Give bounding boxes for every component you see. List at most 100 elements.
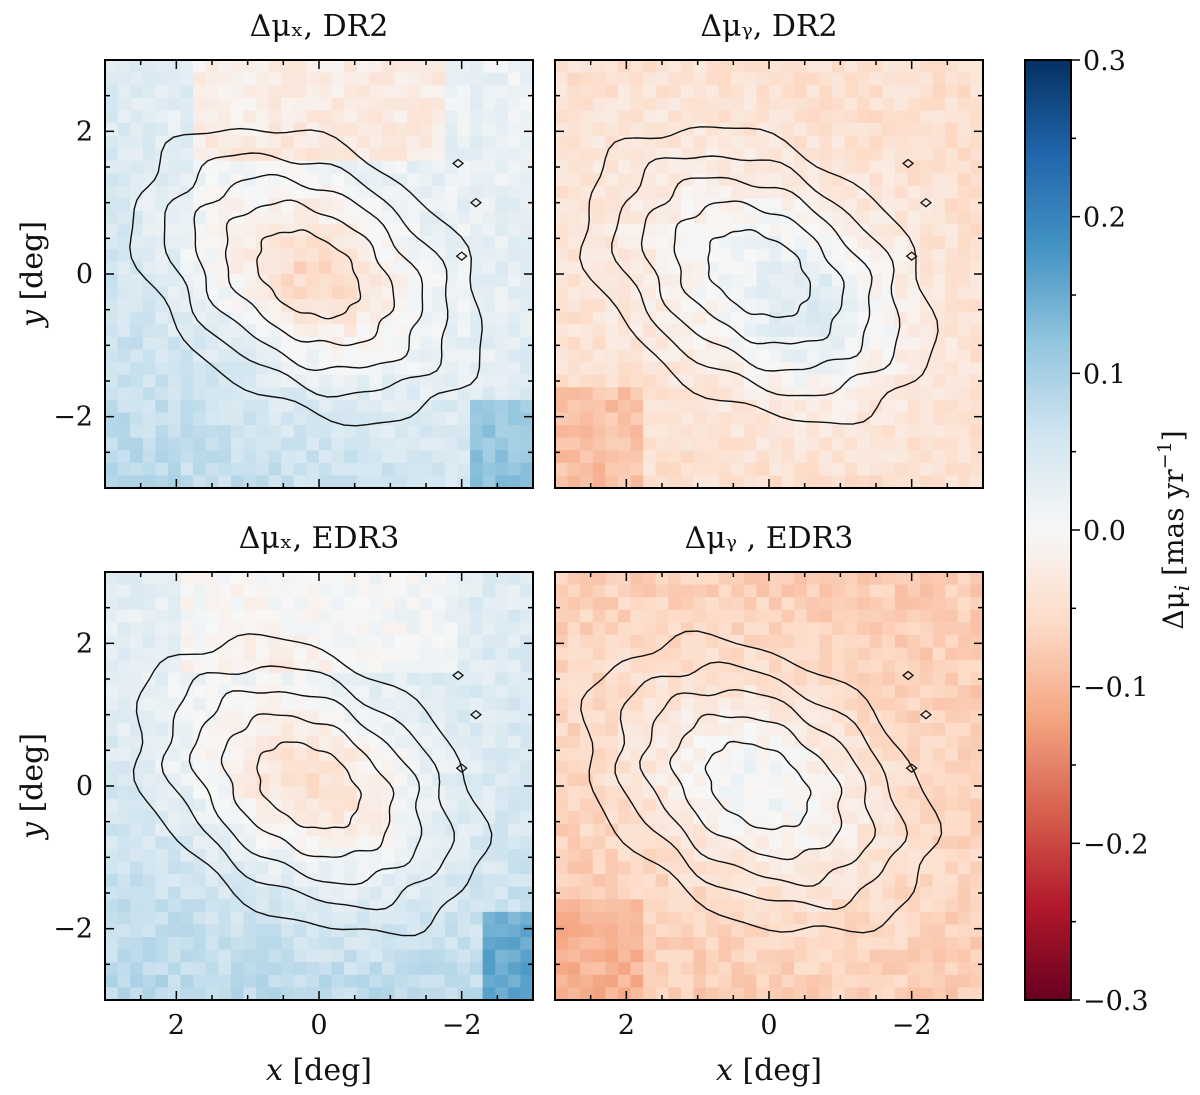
heatmap-cell — [105, 248, 119, 263]
heatmap-cell — [507, 748, 522, 762]
heatmap-cell — [844, 148, 858, 162]
heatmap-cell — [117, 399, 131, 414]
heatmap-cell — [794, 311, 808, 325]
heatmap-cell — [957, 786, 972, 800]
heatmap-cell — [794, 798, 808, 812]
heatmap-cell — [444, 462, 459, 477]
heatmap-cell — [319, 735, 333, 749]
heatmap-cell — [331, 811, 345, 825]
heatmap-cell — [293, 634, 308, 649]
heatmap-cell — [945, 97, 959, 111]
heatmap-cell — [907, 223, 921, 237]
heatmap-cell — [142, 697, 156, 712]
heatmap-cell — [470, 710, 484, 724]
heatmap-cell — [306, 223, 320, 237]
heatmap-cell — [306, 450, 320, 464]
heatmap-cell — [432, 748, 446, 762]
heatmap-cell — [205, 723, 219, 737]
colorbar-label: Δμi [mas yr−1] — [1154, 430, 1194, 629]
heatmap-cell — [945, 475, 959, 489]
heatmap-cell — [580, 584, 594, 598]
heatmap-cell — [680, 362, 695, 376]
heatmap-cell — [882, 324, 896, 338]
heatmap-cell — [419, 198, 433, 212]
heatmap-cell — [794, 672, 808, 686]
heatmap-cell — [444, 597, 459, 611]
heatmap-cell — [844, 697, 858, 712]
heatmap-cell — [882, 974, 896, 989]
heatmap-cell — [344, 261, 358, 275]
heatmap-cell — [819, 622, 833, 636]
heatmap-cell — [907, 97, 921, 111]
heatmap-cell — [592, 937, 606, 951]
heatmap-cell — [655, 572, 669, 586]
heatmap-cell — [344, 760, 358, 775]
heatmap-cell — [957, 286, 972, 300]
heatmap-cell — [844, 85, 858, 99]
heatmap-cell — [844, 899, 858, 913]
heatmap-cell — [130, 609, 144, 623]
heatmap-cell — [482, 949, 496, 963]
heatmap-cell — [419, 185, 433, 200]
heatmap-cell — [781, 899, 795, 913]
heatmap-cell — [470, 387, 484, 401]
heatmap-cell — [205, 374, 219, 388]
heatmap-cell — [482, 937, 496, 951]
heatmap-cell — [495, 425, 509, 439]
heatmap-cell — [555, 336, 569, 351]
heatmap-cell — [756, 148, 770, 162]
heatmap-cell — [844, 660, 858, 674]
heatmap-cell — [869, 987, 883, 1001]
heatmap-cell — [281, 311, 295, 325]
heatmap-cell — [520, 475, 534, 489]
heatmap-cell — [356, 811, 370, 825]
heatmap-cell — [894, 962, 909, 976]
heatmap-cell — [117, 336, 131, 351]
heatmap-cell — [293, 97, 308, 111]
heatmap-cell — [970, 387, 984, 401]
heatmap-cell — [470, 899, 484, 913]
heatmap-cell — [970, 211, 984, 225]
heatmap-cell — [218, 962, 232, 976]
heatmap-cell — [643, 899, 657, 913]
heatmap-cell — [344, 85, 358, 99]
heatmap-cell — [117, 462, 131, 477]
heatmap-cell — [230, 609, 245, 623]
heatmap-cell — [230, 437, 245, 451]
heatmap-cell — [306, 173, 320, 187]
heatmap-cell — [381, 685, 396, 699]
heatmap-cell — [580, 597, 594, 611]
contour-island — [452, 158, 465, 169]
heatmap-cell — [592, 974, 606, 989]
heatmap-cell — [882, 735, 896, 749]
contour-line — [160, 665, 455, 911]
heatmap-cell — [945, 110, 959, 124]
heatmap-cell — [180, 425, 194, 439]
heatmap-cell — [432, 72, 446, 86]
heatmap-cell — [394, 261, 408, 275]
heatmap-cell — [230, 773, 245, 787]
heatmap-cell — [230, 97, 245, 111]
heatmap-cell — [243, 324, 257, 338]
heatmap-cell — [567, 198, 581, 212]
heatmap-cell — [256, 647, 270, 661]
heatmap-cell — [894, 647, 909, 661]
heatmap-cell — [819, 647, 833, 661]
heatmap-cell — [718, 122, 732, 137]
heatmap-cell — [643, 710, 657, 724]
heatmap-cell — [155, 672, 169, 686]
heatmap-cell — [180, 974, 194, 989]
heatmap-cell — [907, 572, 921, 586]
heatmap-cell — [180, 874, 194, 888]
heatmap-cell — [970, 60, 984, 74]
heatmap-cell — [668, 437, 682, 451]
heatmap-cell — [495, 286, 509, 300]
heatmap-cell — [155, 584, 169, 598]
heatmap-cell — [945, 735, 959, 749]
heatmap-cell — [117, 609, 131, 623]
heatmap-cell — [819, 374, 833, 388]
heatmap-cell — [281, 110, 295, 124]
heatmap-cell — [507, 584, 522, 598]
heatmap-cell — [230, 425, 245, 439]
heatmap-cell — [794, 223, 808, 237]
